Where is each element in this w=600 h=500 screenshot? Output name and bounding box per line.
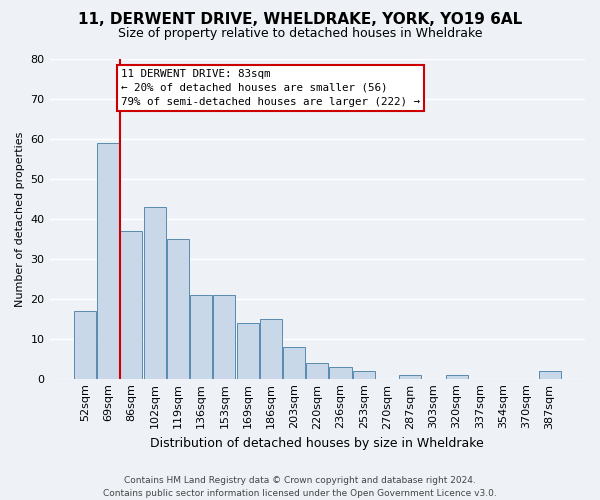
- Bar: [539, 370, 560, 378]
- Bar: [97, 143, 119, 378]
- Bar: [283, 346, 305, 378]
- Y-axis label: Number of detached properties: Number of detached properties: [15, 131, 25, 306]
- Text: 11 DERWENT DRIVE: 83sqm
← 20% of detached houses are smaller (56)
79% of semi-de: 11 DERWENT DRIVE: 83sqm ← 20% of detache…: [121, 69, 420, 107]
- Bar: [260, 318, 282, 378]
- Bar: [121, 231, 142, 378]
- Bar: [167, 239, 189, 378]
- Text: Size of property relative to detached houses in Wheldrake: Size of property relative to detached ho…: [118, 28, 482, 40]
- Bar: [446, 374, 468, 378]
- Bar: [353, 370, 375, 378]
- Bar: [74, 310, 96, 378]
- Text: 11, DERWENT DRIVE, WHELDRAKE, YORK, YO19 6AL: 11, DERWENT DRIVE, WHELDRAKE, YORK, YO19…: [78, 12, 522, 28]
- Bar: [236, 322, 259, 378]
- Bar: [213, 295, 235, 378]
- Bar: [190, 295, 212, 378]
- Bar: [143, 207, 166, 378]
- Bar: [329, 366, 352, 378]
- Bar: [306, 362, 328, 378]
- Bar: [399, 374, 421, 378]
- X-axis label: Distribution of detached houses by size in Wheldrake: Distribution of detached houses by size …: [151, 437, 484, 450]
- Text: Contains HM Land Registry data © Crown copyright and database right 2024.
Contai: Contains HM Land Registry data © Crown c…: [103, 476, 497, 498]
